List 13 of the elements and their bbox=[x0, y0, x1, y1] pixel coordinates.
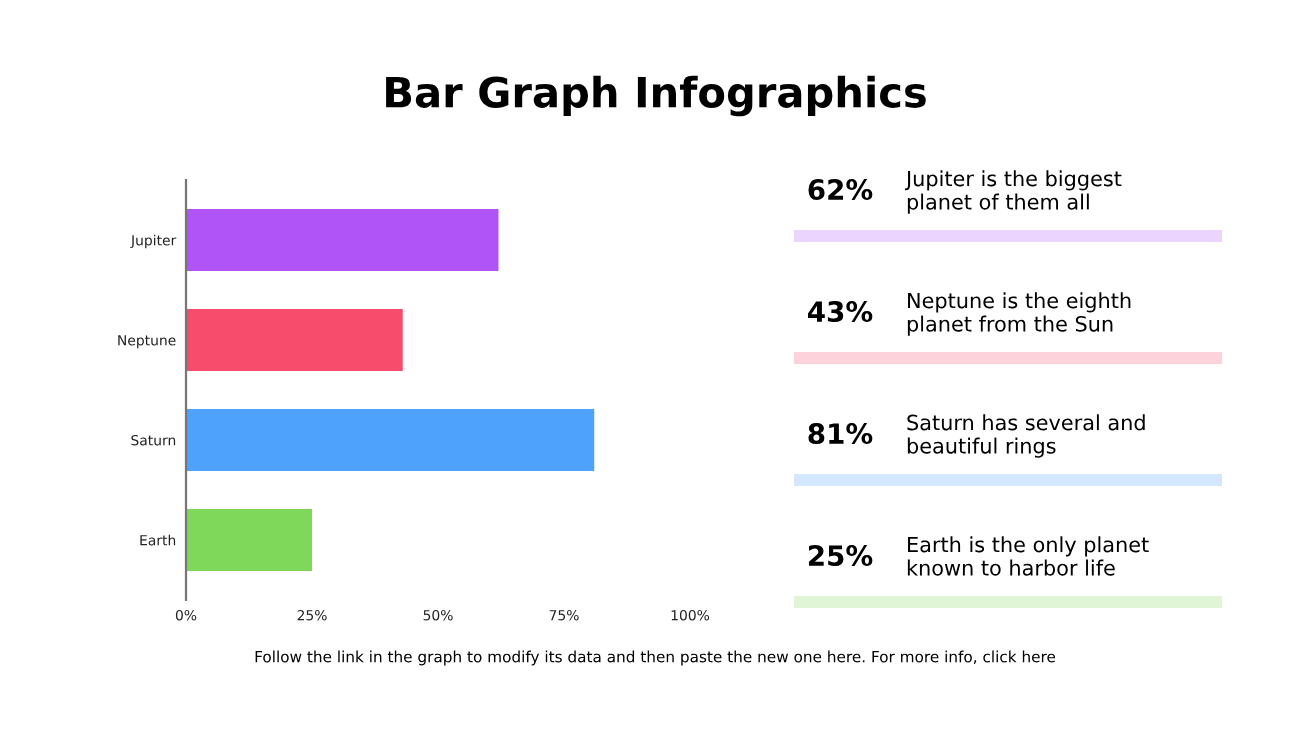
text: Earth is the only planet known to harbor life bbox=[907, 536, 1149, 576]
bar bbox=[186, 409, 595, 471]
text: Neptune is the eighth planet from the Sun bbox=[907, 292, 1131, 336]
text: Jupiter is the biggest planet of them all bbox=[904, 170, 1122, 214]
bar bbox=[186, 309, 403, 371]
text: 25% bbox=[808, 545, 873, 567]
bar bbox=[186, 509, 312, 571]
bar bbox=[186, 209, 499, 271]
text: Saturn has several and beautiful rings bbox=[907, 414, 1145, 458]
text: 81% bbox=[808, 423, 873, 445]
text: 43% bbox=[808, 301, 873, 323]
chart-title: Bar Graph Infographics bbox=[386, 75, 926, 117]
text: 62% bbox=[808, 179, 873, 201]
